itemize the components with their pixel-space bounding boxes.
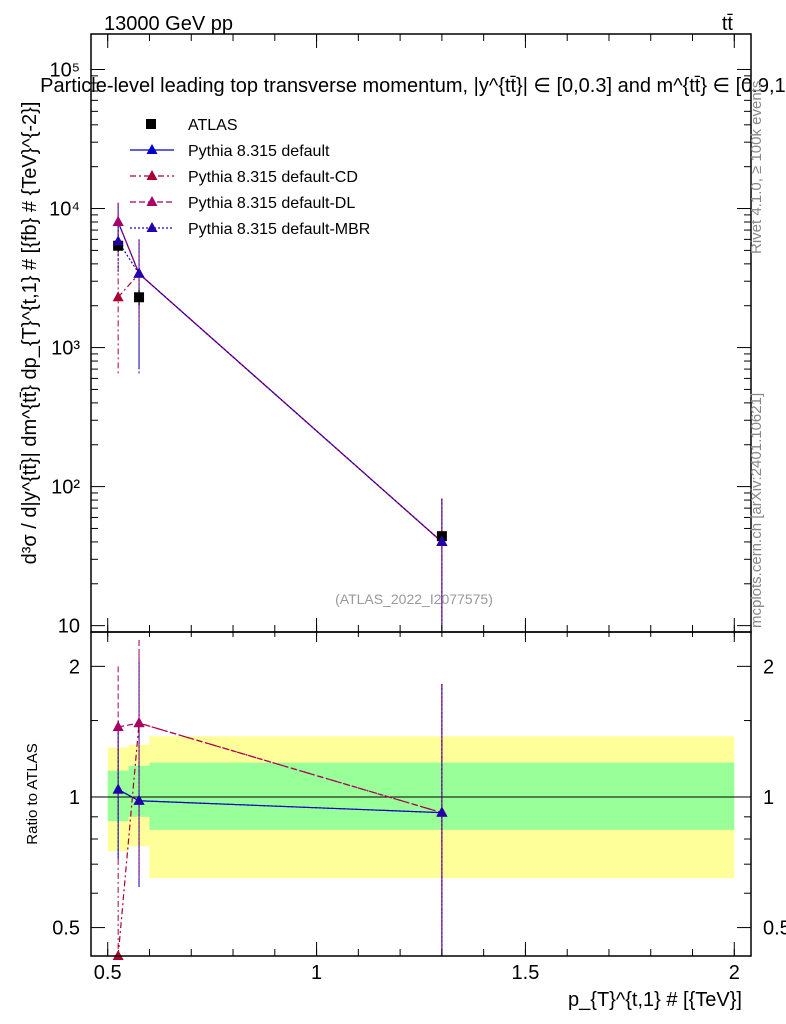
data-point: [113, 240, 124, 251]
mc-marker: [112, 291, 124, 302]
x-tick-label: 1.5: [512, 962, 540, 984]
y-tick-label-ratio-right: 2: [763, 656, 774, 678]
process-label: tt̄: [722, 13, 734, 35]
legend-marker-2: [146, 196, 158, 206]
x-tick-label: 1: [311, 962, 322, 984]
legend-label-atlas: ATLAS: [188, 117, 238, 134]
main-panel-background: [91, 34, 751, 632]
legend-marker-0: [146, 144, 158, 154]
y-tick-label-main: 10⁴: [49, 199, 80, 221]
ratio-frame: [90, 631, 752, 957]
y-tick-label-main: 10²: [51, 477, 80, 499]
mc-line-3: [117, 241, 443, 543]
mc-marker: [112, 216, 124, 227]
legend-label-2: Pythia 8.315 default-DL: [188, 195, 355, 212]
x-tick-label: 2: [729, 962, 740, 984]
legend: ATLAS Pythia 8.315 default Pythia 8.315 de…: [130, 117, 370, 238]
x-axis-title: p_{T}^{t,1} # [{TeV}]: [568, 989, 742, 1011]
axis-ticks: 0.5 1 1.5 2 10 10² 10³ 10⁴ 10⁵ 0.5 0.5 1 1 2 2: [49, 34, 786, 984]
ratio-marker: [112, 720, 124, 731]
y-tick-label-ratio: 1: [69, 787, 80, 809]
legend-label-1: Pythia 8.315 default-CD: [188, 169, 358, 186]
ratio-line-3: [117, 789, 442, 814]
x-tick-label: 0.5: [94, 962, 122, 984]
y-tick-label-ratio: 0.5: [52, 918, 80, 940]
mc-marker: [133, 267, 145, 278]
legend-marker-3: [146, 222, 158, 232]
mcplots-label: mcplots.cern.ch [arXiv:2401.10621]: [748, 393, 765, 628]
rivet-label: Rivet 4.1.0, ≥ 100k events: [748, 81, 765, 254]
ratio-panel: [91, 632, 751, 956]
ratio-marker: [133, 794, 145, 805]
ratio-marks: [112, 640, 448, 960]
plot-title: Particle-level leading top transverse mo…: [40, 75, 786, 97]
ratio-marker: [112, 950, 124, 960]
data-point: [134, 292, 145, 303]
y-tick-label-main: 10⁵: [49, 59, 80, 81]
legend-label-3: Pythia 8.315 default-MBR: [188, 221, 370, 238]
energy-label: 13000 GeV pp: [104, 13, 233, 35]
ratio-marker: [436, 806, 448, 817]
y-tick-label-ratio-right: 1: [763, 787, 774, 809]
legend-label-0: Pythia 8.315 default: [188, 143, 330, 160]
y-tick-label-main: 10³: [51, 338, 80, 360]
ratio-bands: [91, 736, 751, 879]
y-tick-label-ratio: 2: [69, 656, 80, 678]
ratio-marker: [112, 783, 124, 794]
y-tick-label-main: 10: [58, 616, 80, 638]
mc-marker: [436, 535, 448, 546]
legend-marker-atlas: [146, 119, 156, 129]
legend-marker-1: [146, 170, 158, 180]
main-panel: [91, 34, 751, 632]
ratio-marker: [133, 717, 145, 728]
y-axis-title-ratio: Ratio to ATLAS: [24, 743, 41, 844]
analysis-id: (ATLAS_2022_I2077575): [335, 591, 493, 607]
main-marks: [112, 202, 448, 632]
mc-marker: [112, 235, 124, 246]
y-tick-label-ratio-right: 0.5: [763, 918, 786, 940]
y-axis-title-main: d³σ / d|y^{tt̄}| dm^{tt̄} dp_{T}^{t,1} #…: [19, 102, 41, 565]
